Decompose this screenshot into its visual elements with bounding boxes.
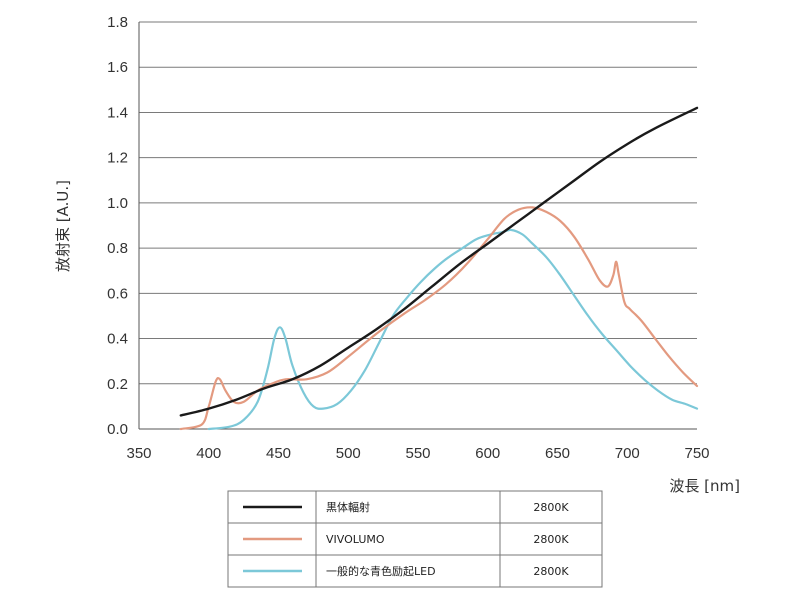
legend-entry: 一般的な青色励起LED 2800K bbox=[243, 564, 569, 578]
grid bbox=[139, 21, 697, 385]
vivolumo-series-line bbox=[179, 206, 699, 431]
series-lines bbox=[179, 106, 699, 431]
legend-series-value: 2800K bbox=[533, 565, 569, 578]
y-tick-label: 0.4 bbox=[107, 331, 128, 348]
legend: 黒体輻射 2800K VIVOLUMO 2800K 一般的な青色励起LED 2800K bbox=[227, 490, 603, 588]
legend-entry: VIVOLUMO 2800K bbox=[243, 533, 569, 546]
y-tick-label: 0.8 bbox=[107, 240, 128, 257]
x-tick-label: 350 bbox=[126, 445, 151, 462]
axes bbox=[138, 22, 697, 430]
y-tick-label: 1.4 bbox=[107, 104, 128, 121]
y-axis-title: 放射束 [A.U.] bbox=[54, 180, 72, 272]
legend-series-name: VIVOLUMO bbox=[326, 533, 385, 546]
y-tick-label: 1.0 bbox=[107, 195, 128, 212]
legend-entry: 黒体輻射 2800K bbox=[243, 500, 569, 514]
y-tick-label: 0.2 bbox=[107, 376, 128, 393]
y-axis-ticks: 0.0 0.2 0.4 0.6 0.8 1.0 1.2 1.4 1.6 1.8 bbox=[107, 14, 128, 438]
legend-rows: 黒体輻射 2800K VIVOLUMO 2800K 一般的な青色励起LED 2800K bbox=[243, 500, 569, 578]
y-tick-label: 0.6 bbox=[107, 285, 128, 302]
x-tick-label: 700 bbox=[615, 445, 640, 462]
x-tick-label: 750 bbox=[684, 445, 709, 462]
blackbody-series-line bbox=[179, 106, 699, 417]
x-axis-ticks: 350 400 450 500 550 600 650 700 750 bbox=[126, 445, 709, 462]
legend-series-value: 2800K bbox=[533, 501, 569, 514]
y-tick-label: 1.2 bbox=[107, 150, 128, 167]
y-tick-label: 1.8 bbox=[107, 14, 128, 31]
x-tick-label: 500 bbox=[336, 445, 361, 462]
x-tick-label: 650 bbox=[545, 445, 570, 462]
x-tick-label: 400 bbox=[196, 445, 221, 462]
y-tick-label: 1.6 bbox=[107, 59, 128, 76]
x-axis-title: 波長 [nm] bbox=[669, 477, 740, 495]
x-tick-label: 450 bbox=[266, 445, 291, 462]
blue-led-series-line bbox=[207, 228, 699, 431]
x-tick-label: 550 bbox=[405, 445, 430, 462]
y-tick-label: 0.0 bbox=[107, 421, 128, 438]
legend-series-value: 2800K bbox=[533, 533, 569, 546]
legend-series-name: 黒体輻射 bbox=[326, 500, 370, 514]
legend-series-name: 一般的な青色励起LED bbox=[326, 564, 436, 578]
x-tick-label: 600 bbox=[475, 445, 500, 462]
